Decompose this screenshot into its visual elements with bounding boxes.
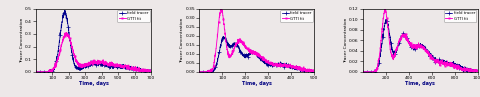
X-axis label: Time, days: Time, days [405,81,435,86]
GTTI fit [449,66,455,67]
field tracer [80,66,85,67]
GTTI fit [196,71,202,72]
GTTI fit [84,63,90,64]
GTTI fit [208,71,214,72]
GTTI fit [360,71,365,72]
field tracer [112,66,118,67]
X-axis label: Time, days: Time, days [242,81,272,86]
field tracer [247,52,253,53]
Legend: field tracer, GTTI fit: field tracer, GTTI fit [280,10,313,22]
GTTI fit [439,61,444,62]
GTTI fit [247,52,253,53]
field tracer [62,10,68,11]
Line: GTTI fit: GTTI fit [35,31,152,73]
Y-axis label: Tracer Concentration: Tracer Concentration [20,18,24,63]
field tracer [276,64,281,65]
GTTI fit [372,71,377,72]
field tracer [33,71,39,72]
GTTI fit [276,65,281,66]
field tracer [243,55,249,56]
field tracer [288,66,294,68]
Line: field tracer: field tracer [35,9,153,73]
field tracer [221,36,227,37]
Line: field tracer: field tracer [198,35,316,73]
GTTI fit [382,8,388,9]
Y-axis label: Tracer Concentration: Tracer Concentration [180,18,184,63]
GTTI fit [452,65,457,66]
field tracer [208,71,214,72]
GTTI fit [286,66,292,67]
Legend: field tracer, GTTI fit: field tracer, GTTI fit [444,10,477,22]
GTTI fit [312,71,317,72]
GTTI fit [112,67,118,68]
Line: field tracer: field tracer [361,18,479,73]
GTTI fit [125,67,131,68]
field tracer [123,67,129,68]
field tracer [475,71,480,72]
field tracer [286,66,292,67]
GTTI fit [148,69,154,70]
field tracer [372,69,377,71]
Y-axis label: Tracer Concentration: Tracer Concentration [344,18,348,63]
GTTI fit [33,71,39,72]
field tracer [439,60,444,62]
Line: GTTI fit: GTTI fit [361,7,479,73]
field tracer [407,43,412,44]
GTTI fit [218,7,224,9]
field tracer [196,71,202,72]
Legend: field tracer, GTTI fit: field tracer, GTTI fit [117,10,150,22]
GTTI fit [80,65,85,66]
GTTI fit [288,66,294,67]
GTTI fit [45,71,50,72]
Line: GTTI fit: GTTI fit [198,7,315,73]
field tracer [452,65,457,66]
field tracer [383,19,389,20]
X-axis label: Time, days: Time, days [79,81,108,86]
GTTI fit [410,46,416,47]
GTTI fit [243,48,249,49]
field tracer [410,47,416,48]
GTTI fit [475,70,480,72]
field tracer [449,66,455,67]
field tracer [148,70,154,72]
field tracer [84,65,90,66]
field tracer [45,71,50,72]
field tracer [360,71,365,72]
GTTI fit [407,42,412,43]
GTTI fit [123,66,129,67]
field tracer [125,67,131,68]
GTTI fit [63,32,69,33]
field tracer [312,71,317,72]
